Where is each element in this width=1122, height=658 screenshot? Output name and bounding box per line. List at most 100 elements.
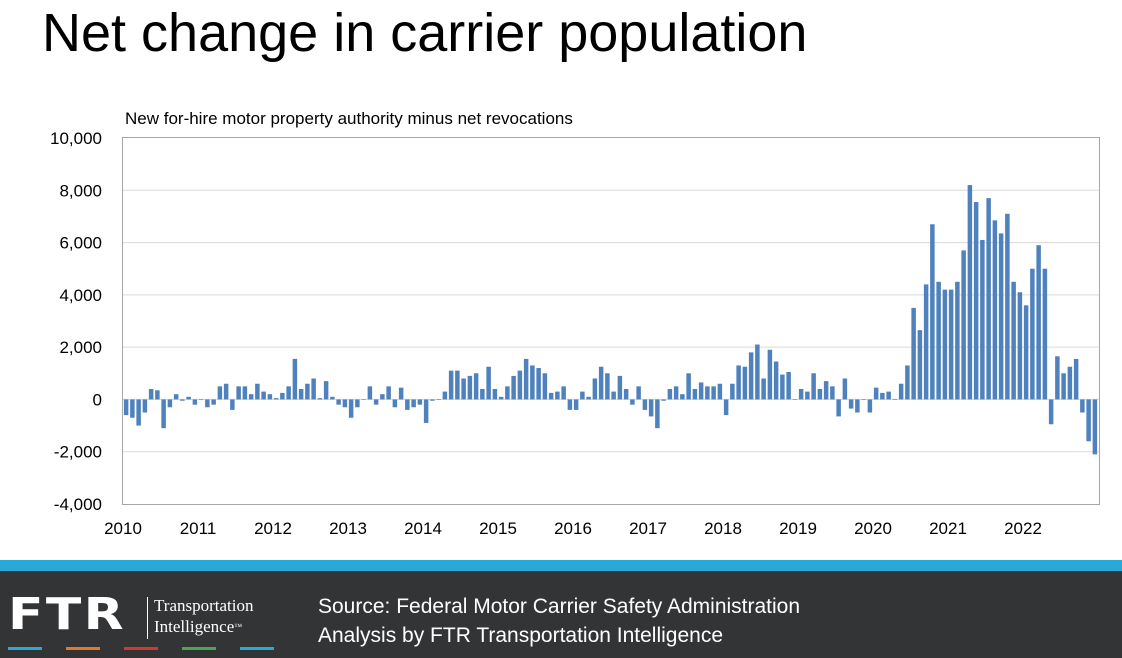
- bar: [680, 394, 685, 400]
- bar: [1023, 305, 1029, 400]
- bar: [267, 394, 273, 400]
- bar: [786, 371, 791, 400]
- bar: [1067, 366, 1073, 400]
- bar: [830, 386, 835, 400]
- bar: [717, 383, 723, 400]
- bar: [148, 388, 154, 400]
- slide-title: Net change in carrier population: [42, 3, 808, 63]
- bar: [473, 373, 479, 400]
- x-tick-label: 2017: [629, 519, 667, 538]
- bar: [748, 352, 754, 400]
- ftr-logo: FTR Transportation Intelligence™: [8, 589, 278, 655]
- x-tick-label: 2013: [329, 519, 367, 538]
- bar: [692, 388, 698, 400]
- bar: [248, 394, 254, 400]
- logo-line-1: Transportation: [154, 596, 254, 615]
- bar: [211, 399, 216, 405]
- bar: [217, 386, 223, 400]
- bar: [380, 394, 385, 400]
- bar: [517, 370, 523, 400]
- bar: [411, 399, 416, 408]
- x-tick-label: 2019: [779, 519, 817, 538]
- bar: [623, 388, 629, 400]
- x-tick-label: 2016: [554, 519, 592, 538]
- x-tick-label: 2018: [704, 519, 742, 538]
- bar: [136, 399, 141, 426]
- bar: [1061, 373, 1066, 400]
- bar: [155, 390, 160, 400]
- bar: [605, 373, 610, 400]
- y-tick-label: -2,000: [54, 443, 102, 462]
- bar: [530, 365, 535, 400]
- bar: [405, 399, 410, 410]
- bar: [648, 399, 654, 417]
- bar: [936, 281, 941, 400]
- bar: [1011, 281, 1016, 400]
- bar: [436, 399, 441, 401]
- bar: [1017, 292, 1023, 400]
- bar: [305, 383, 310, 400]
- bar: [223, 383, 229, 400]
- bar: [511, 375, 516, 400]
- bar: [617, 375, 623, 400]
- bar: [961, 250, 966, 400]
- bar: [205, 399, 210, 408]
- chart: New for-hire motor property authority mi…: [50, 109, 1100, 538]
- bar: [761, 378, 766, 400]
- bars: [123, 185, 1098, 455]
- x-tick-label: 2014: [404, 519, 442, 538]
- bar: [592, 378, 598, 400]
- bar: [536, 368, 541, 400]
- bar: [430, 399, 435, 401]
- bar: [861, 399, 866, 401]
- bar: [992, 220, 998, 400]
- bar: [323, 381, 329, 400]
- bar: [948, 289, 954, 400]
- bar: [930, 224, 935, 400]
- footer: FTR Transportation Intelligence™ Source:…: [0, 571, 1122, 658]
- bar: [442, 391, 448, 400]
- bar: [298, 388, 304, 400]
- bar: [523, 358, 529, 400]
- bar: [836, 399, 841, 417]
- bar: [417, 399, 423, 405]
- bar: [1055, 356, 1060, 400]
- bar: [198, 399, 204, 401]
- source-line-1: Source: Federal Motor Carrier Safety Adm…: [318, 595, 801, 618]
- bar: [480, 388, 485, 400]
- bar: [1086, 399, 1091, 442]
- bar: [498, 396, 504, 400]
- bar: [1080, 399, 1085, 413]
- bar: [573, 399, 579, 410]
- bar: [348, 399, 354, 418]
- bar: [742, 366, 748, 400]
- y-tick-label: 10,000: [50, 129, 102, 148]
- y-tick-label: 0: [93, 390, 102, 409]
- bar: [580, 391, 585, 400]
- bar: [855, 399, 860, 413]
- bar: [123, 399, 129, 416]
- bar: [311, 378, 316, 400]
- bar: [373, 399, 379, 405]
- bar: [561, 386, 566, 400]
- bar: [467, 375, 473, 400]
- bar: [486, 366, 491, 400]
- logo-stripe: [182, 647, 216, 650]
- bar: [273, 398, 279, 400]
- bar: [873, 387, 879, 400]
- x-tick-label: 2022: [1004, 519, 1042, 538]
- bar: [942, 289, 948, 400]
- ftr-logo-mark: FTR: [8, 589, 126, 640]
- bar: [911, 307, 916, 400]
- bar: [1042, 268, 1048, 400]
- bar: [330, 396, 335, 400]
- bar: [186, 396, 191, 400]
- logo-stripe: [8, 647, 42, 650]
- bar: [292, 358, 298, 400]
- bar: [342, 399, 348, 408]
- x-tick-label: 2015: [479, 519, 517, 538]
- bar: [630, 399, 635, 405]
- bar: [805, 391, 810, 400]
- bar: [723, 399, 729, 416]
- bar: [542, 373, 548, 400]
